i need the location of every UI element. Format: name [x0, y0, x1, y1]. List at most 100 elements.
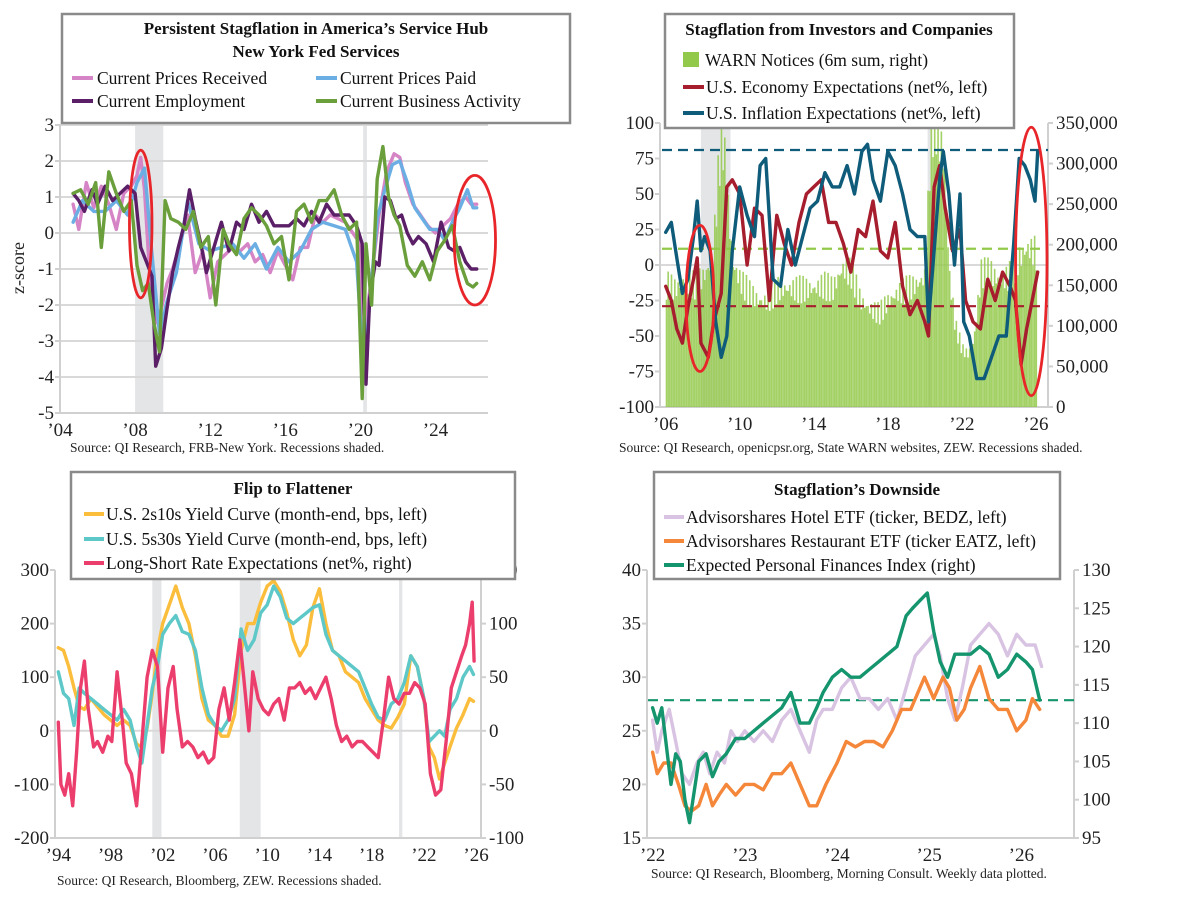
warn-bar: [787, 290, 789, 407]
warn-bar: [802, 275, 804, 407]
axes: [642, 569, 1079, 839]
warn-bar: [674, 279, 676, 407]
warn-bar: [1007, 290, 1009, 407]
warn-bar: [987, 257, 989, 407]
source-note: Source: QI Research, Bloomberg, Morning …: [651, 866, 1047, 881]
chart-warn-zew: 100 75 50 25 0 -25 -50 -75 -100 350,000 300,000 25…: [619, 12, 1118, 455]
warn-bar: [1022, 248, 1024, 407]
warn-bar: [845, 259, 848, 407]
warn-bar: [689, 270, 691, 407]
chart-nyfed-services: 3 2 1 0 -1 -2 -3 -4 -5 ’04 ’08 ’12 ’16 ’20 ’24 z-scor…: [8, 12, 572, 455]
warn-bar: [692, 270, 694, 407]
y-right-tick-label: 100,000: [1056, 316, 1118, 337]
warn-bar: [933, 123, 936, 407]
warn-bar: [685, 272, 688, 407]
y-right-tick-label: 105: [1082, 751, 1111, 772]
warn-bar: [797, 302, 799, 407]
y-tick-label: -3: [38, 331, 54, 352]
warn-bar: [687, 293, 689, 407]
y-tick-label: -100: [619, 397, 654, 418]
warn-bar: [1003, 288, 1006, 407]
warn-bar: [982, 288, 984, 407]
warn-bar: [897, 300, 899, 407]
warn-bar: [887, 295, 889, 407]
warn-bar: [863, 307, 866, 407]
y-right-tick-label: -100: [489, 828, 524, 849]
warn-bar: [783, 285, 786, 407]
warn-bar: [777, 276, 779, 407]
warn-bar: [872, 318, 874, 407]
warn-bar: [813, 287, 816, 407]
warn-bar: [795, 276, 798, 407]
recession-shading: [152, 570, 403, 838]
warn-bar: [1018, 247, 1021, 407]
highlight-ellipse: [128, 148, 154, 300]
warn-bar: [765, 309, 768, 407]
warn-bar: [980, 259, 983, 407]
warn-bar: [1033, 235, 1036, 407]
annotations: [684, 125, 1049, 398]
warn-bar: [940, 131, 943, 407]
warn-bar: [917, 286, 919, 407]
x-tick-label: ’26: [1009, 845, 1034, 866]
warn-bar: [763, 295, 766, 407]
warn-bar: [737, 283, 739, 407]
warn-bar: [908, 275, 911, 407]
legend: Flip to Flattener U.S. 2s10s Yield Curve…: [69, 470, 517, 581]
warn-bar: [913, 294, 916, 407]
warn-bar: [885, 313, 888, 407]
x-tick-label: ’12: [198, 420, 223, 441]
warn-bar: [907, 302, 909, 407]
legend-label-warn: WARN Notices (6m sum, right): [705, 50, 928, 70]
warn-bar: [1008, 261, 1011, 407]
warn-bar: [867, 305, 869, 407]
warn-bar: [983, 257, 986, 407]
y-tick-label: 50: [635, 184, 654, 205]
y-axis-label: z-score: [8, 242, 28, 294]
series-line-u-s-5s30s-yield-curve-month-end-bps-left: [56, 584, 476, 765]
warn-bar: [968, 348, 971, 407]
warn-bar: [882, 319, 884, 407]
warn-bar: [858, 288, 861, 407]
warn-bar: [860, 309, 863, 407]
warn-bar: [812, 288, 814, 407]
warn-bar: [842, 263, 844, 407]
highlight-ellipse: [684, 223, 716, 373]
x-tick-label: ’06: [653, 414, 678, 435]
warn-bar: [1030, 238, 1033, 407]
x-tick-label: ’24: [423, 420, 449, 441]
warn-bar: [947, 247, 949, 407]
y-tick-label: 40: [622, 560, 641, 581]
warn-bar: [862, 298, 864, 407]
warn-bar: [667, 271, 669, 407]
warn-bar: [755, 293, 758, 407]
legend-title: Persistent Stagflation in America’s Serv…: [144, 19, 489, 38]
legend-title: Stagflation’s Downside: [774, 480, 941, 499]
x-tick-labels: ’04 ’08 ’12 ’16 ’20 ’24: [47, 420, 448, 441]
warn-bar: [920, 277, 923, 407]
warn-bar: [895, 289, 898, 407]
x-tick-label: ’22: [949, 414, 974, 435]
y-tick-label: 30: [622, 667, 641, 688]
warn-bar: [742, 271, 744, 407]
legend-label-eatz: Advisorshares Restaurant ETF (ticker EAT…: [686, 531, 1036, 551]
warn-bar: [893, 298, 896, 407]
y-right-tick-label: 0: [489, 721, 499, 742]
y-right-tick-label: 100: [1082, 790, 1111, 811]
warn-bar: [877, 302, 879, 407]
y-tick-label: 0: [45, 223, 55, 244]
warn-bar: [918, 282, 921, 407]
warn-bar: [925, 269, 928, 407]
warn-bar: [937, 123, 939, 407]
y-tick-label: -50: [629, 326, 654, 347]
warn-bar: [785, 290, 788, 407]
warn-bar: [905, 275, 908, 407]
warn-bar: [843, 278, 846, 407]
series-line-current-employment: [71, 184, 479, 386]
chart-hotel-restaurant: 40 35 30 25 20 15 130 125 120 115 110 105 100 95 ’22…: [622, 470, 1111, 881]
y-right-tick-label: 50,000: [1056, 356, 1108, 377]
warn-bar: [735, 267, 738, 407]
series-line-expected-personal-finances-index-right: [650, 591, 1042, 825]
warn-bar: [792, 280, 794, 407]
